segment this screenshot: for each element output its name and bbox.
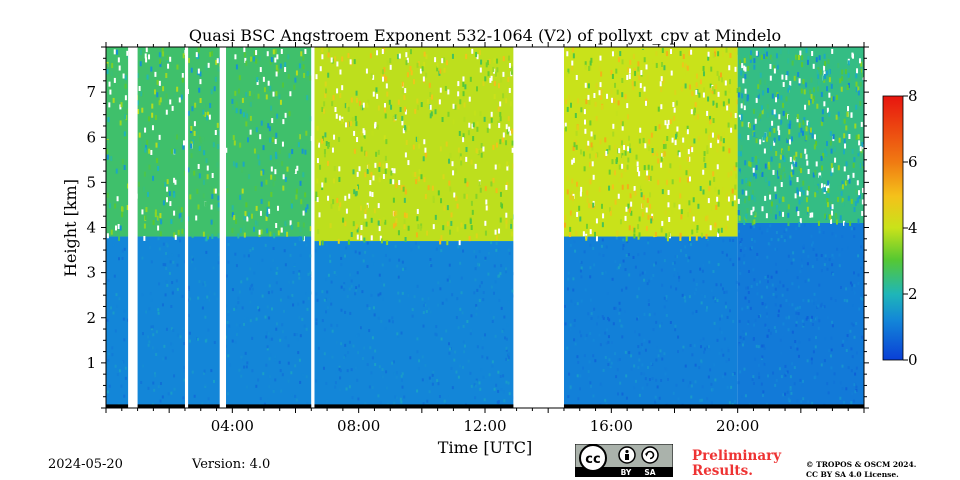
data-gap xyxy=(513,47,564,408)
data-gap xyxy=(219,47,227,408)
y-tick-label: 5 xyxy=(86,173,96,191)
x-tick-label: 16:00 xyxy=(590,417,633,435)
heatmap-area xyxy=(106,47,864,408)
x-tick-label: 20:00 xyxy=(716,417,759,435)
colorbar-tick-label: 4 xyxy=(908,219,918,237)
surface-band xyxy=(106,404,864,408)
footer-date: 2024-05-20 xyxy=(48,457,123,472)
y-tick-label: 1 xyxy=(86,354,96,372)
copyright-line1: © TROPOS & OSCM 2024. xyxy=(806,460,917,469)
x-axis-title: Time [UTC] xyxy=(438,438,532,457)
y-tick-label: 6 xyxy=(86,128,96,146)
chart-title: Quasi BSC Angstroem Exponent 532-1064 (V… xyxy=(189,26,781,45)
colorbar-tick-label: 6 xyxy=(908,153,918,171)
y-tick-label: 2 xyxy=(86,309,96,327)
copyright-line2: CC BY SA 4.0 License. xyxy=(806,470,899,479)
svg-text:SA: SA xyxy=(644,468,655,477)
colorbar-tick-label: 8 xyxy=(908,87,918,105)
cc-license-badge: cc BY SA xyxy=(575,444,673,477)
sa-share-icon xyxy=(641,446,659,464)
preliminary-line2: Results. xyxy=(692,463,753,479)
plot-axes: 04:00 08:00 12:00 16:00 20:00 1 2 3 4 5 6 7 xyxy=(86,42,869,435)
svg-text:BY: BY xyxy=(621,468,632,477)
colorbar xyxy=(882,95,904,361)
svg-text:cc: cc xyxy=(585,452,600,467)
data-gap xyxy=(128,47,138,408)
heatmap-region xyxy=(106,236,312,408)
heatmap-region xyxy=(314,241,514,408)
y-tick-label: 4 xyxy=(86,219,96,237)
preliminary-notice: Preliminary Results. xyxy=(692,449,781,479)
y-tick-label: 7 xyxy=(86,83,96,101)
data-gap xyxy=(184,47,189,408)
copyright-notice: © TROPOS & OSCM 2024. CC BY SA 4.0 Licen… xyxy=(806,460,916,480)
y-tick-label: 3 xyxy=(86,264,96,282)
x-tick-label: 12:00 xyxy=(463,417,506,435)
y-axis-title: Height [km] xyxy=(61,179,80,277)
x-tick-label: 08:00 xyxy=(337,417,380,435)
preliminary-line1: Preliminary xyxy=(692,448,782,464)
cc-icon xyxy=(579,444,607,472)
footer-version: Version: 4.0 xyxy=(192,457,271,472)
colorbar-tick-label: 2 xyxy=(908,285,918,303)
data-gap xyxy=(311,47,315,408)
x-tick-label: 04:00 xyxy=(211,417,254,435)
colorbar-ticks: 0 2 4 6 8 xyxy=(903,87,918,369)
heatmap-region xyxy=(314,47,514,242)
colorbar-tick-label: 0 xyxy=(908,351,918,369)
